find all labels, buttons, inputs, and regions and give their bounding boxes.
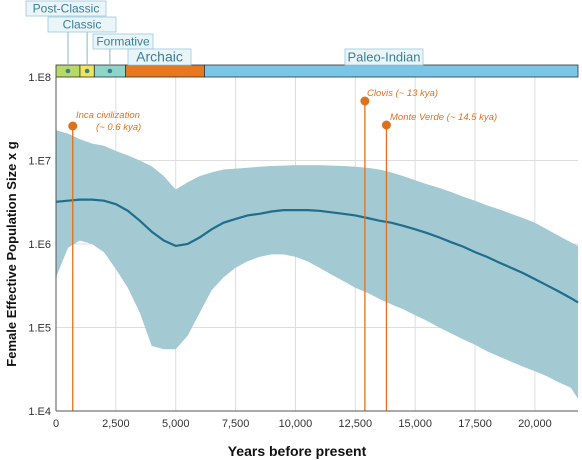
x-tick-label: 5,000 xyxy=(162,418,190,430)
era-dot xyxy=(84,68,90,74)
annotation-marker xyxy=(360,96,370,106)
x-tick-label: 15,000 xyxy=(398,418,432,430)
annotation-marker xyxy=(381,120,391,130)
annotation-marker xyxy=(68,121,78,131)
era-dot xyxy=(107,68,113,74)
era-label: Archaic xyxy=(136,49,183,65)
era-label: Formative xyxy=(96,35,150,49)
y-tick-label: 1.E7 xyxy=(28,156,51,168)
y-axis-title: Female Effective Population Size x g xyxy=(4,141,19,366)
era-segment xyxy=(204,64,579,78)
annotation-label: Clovis (~ 13 kya) xyxy=(367,88,438,99)
x-tick-label: 0 xyxy=(53,418,59,430)
x-tick-label: 17,500 xyxy=(458,418,492,430)
x-tick-label: 12,500 xyxy=(338,418,372,430)
x-tick-label: 2,500 xyxy=(102,418,130,430)
annotation-label: (~ 0.6 kya) xyxy=(96,122,141,133)
era-label: Classic xyxy=(63,18,102,32)
y-tick-label: 1.E4 xyxy=(28,406,51,418)
era-label: Paleo-Indian xyxy=(348,50,421,65)
x-tick-label: 7,500 xyxy=(222,418,250,430)
annotation-label: Monte Verde (~ 14.5 kya) xyxy=(390,112,497,123)
y-tick-label: 1.E5 xyxy=(28,323,51,335)
median-line xyxy=(55,198,579,304)
y-tick-label: 1.E8 xyxy=(28,72,51,84)
era-dot xyxy=(65,68,71,74)
x-tick-label: 10,000 xyxy=(279,418,313,430)
era-label-box xyxy=(92,33,154,50)
era-label-box xyxy=(47,16,117,33)
annotation-label: Inca civilization xyxy=(76,110,140,121)
x-tick-label: 20,000 xyxy=(518,418,552,430)
era-label: Post-Classic xyxy=(33,2,100,16)
y-tick-label: 1.E6 xyxy=(28,239,51,251)
x-axis-title: Years before present xyxy=(228,443,367,459)
confidence-band xyxy=(56,130,578,399)
era-segment xyxy=(125,64,205,78)
era-label-box xyxy=(344,48,424,66)
era-label-box xyxy=(25,0,107,17)
era-label-box xyxy=(127,48,192,66)
